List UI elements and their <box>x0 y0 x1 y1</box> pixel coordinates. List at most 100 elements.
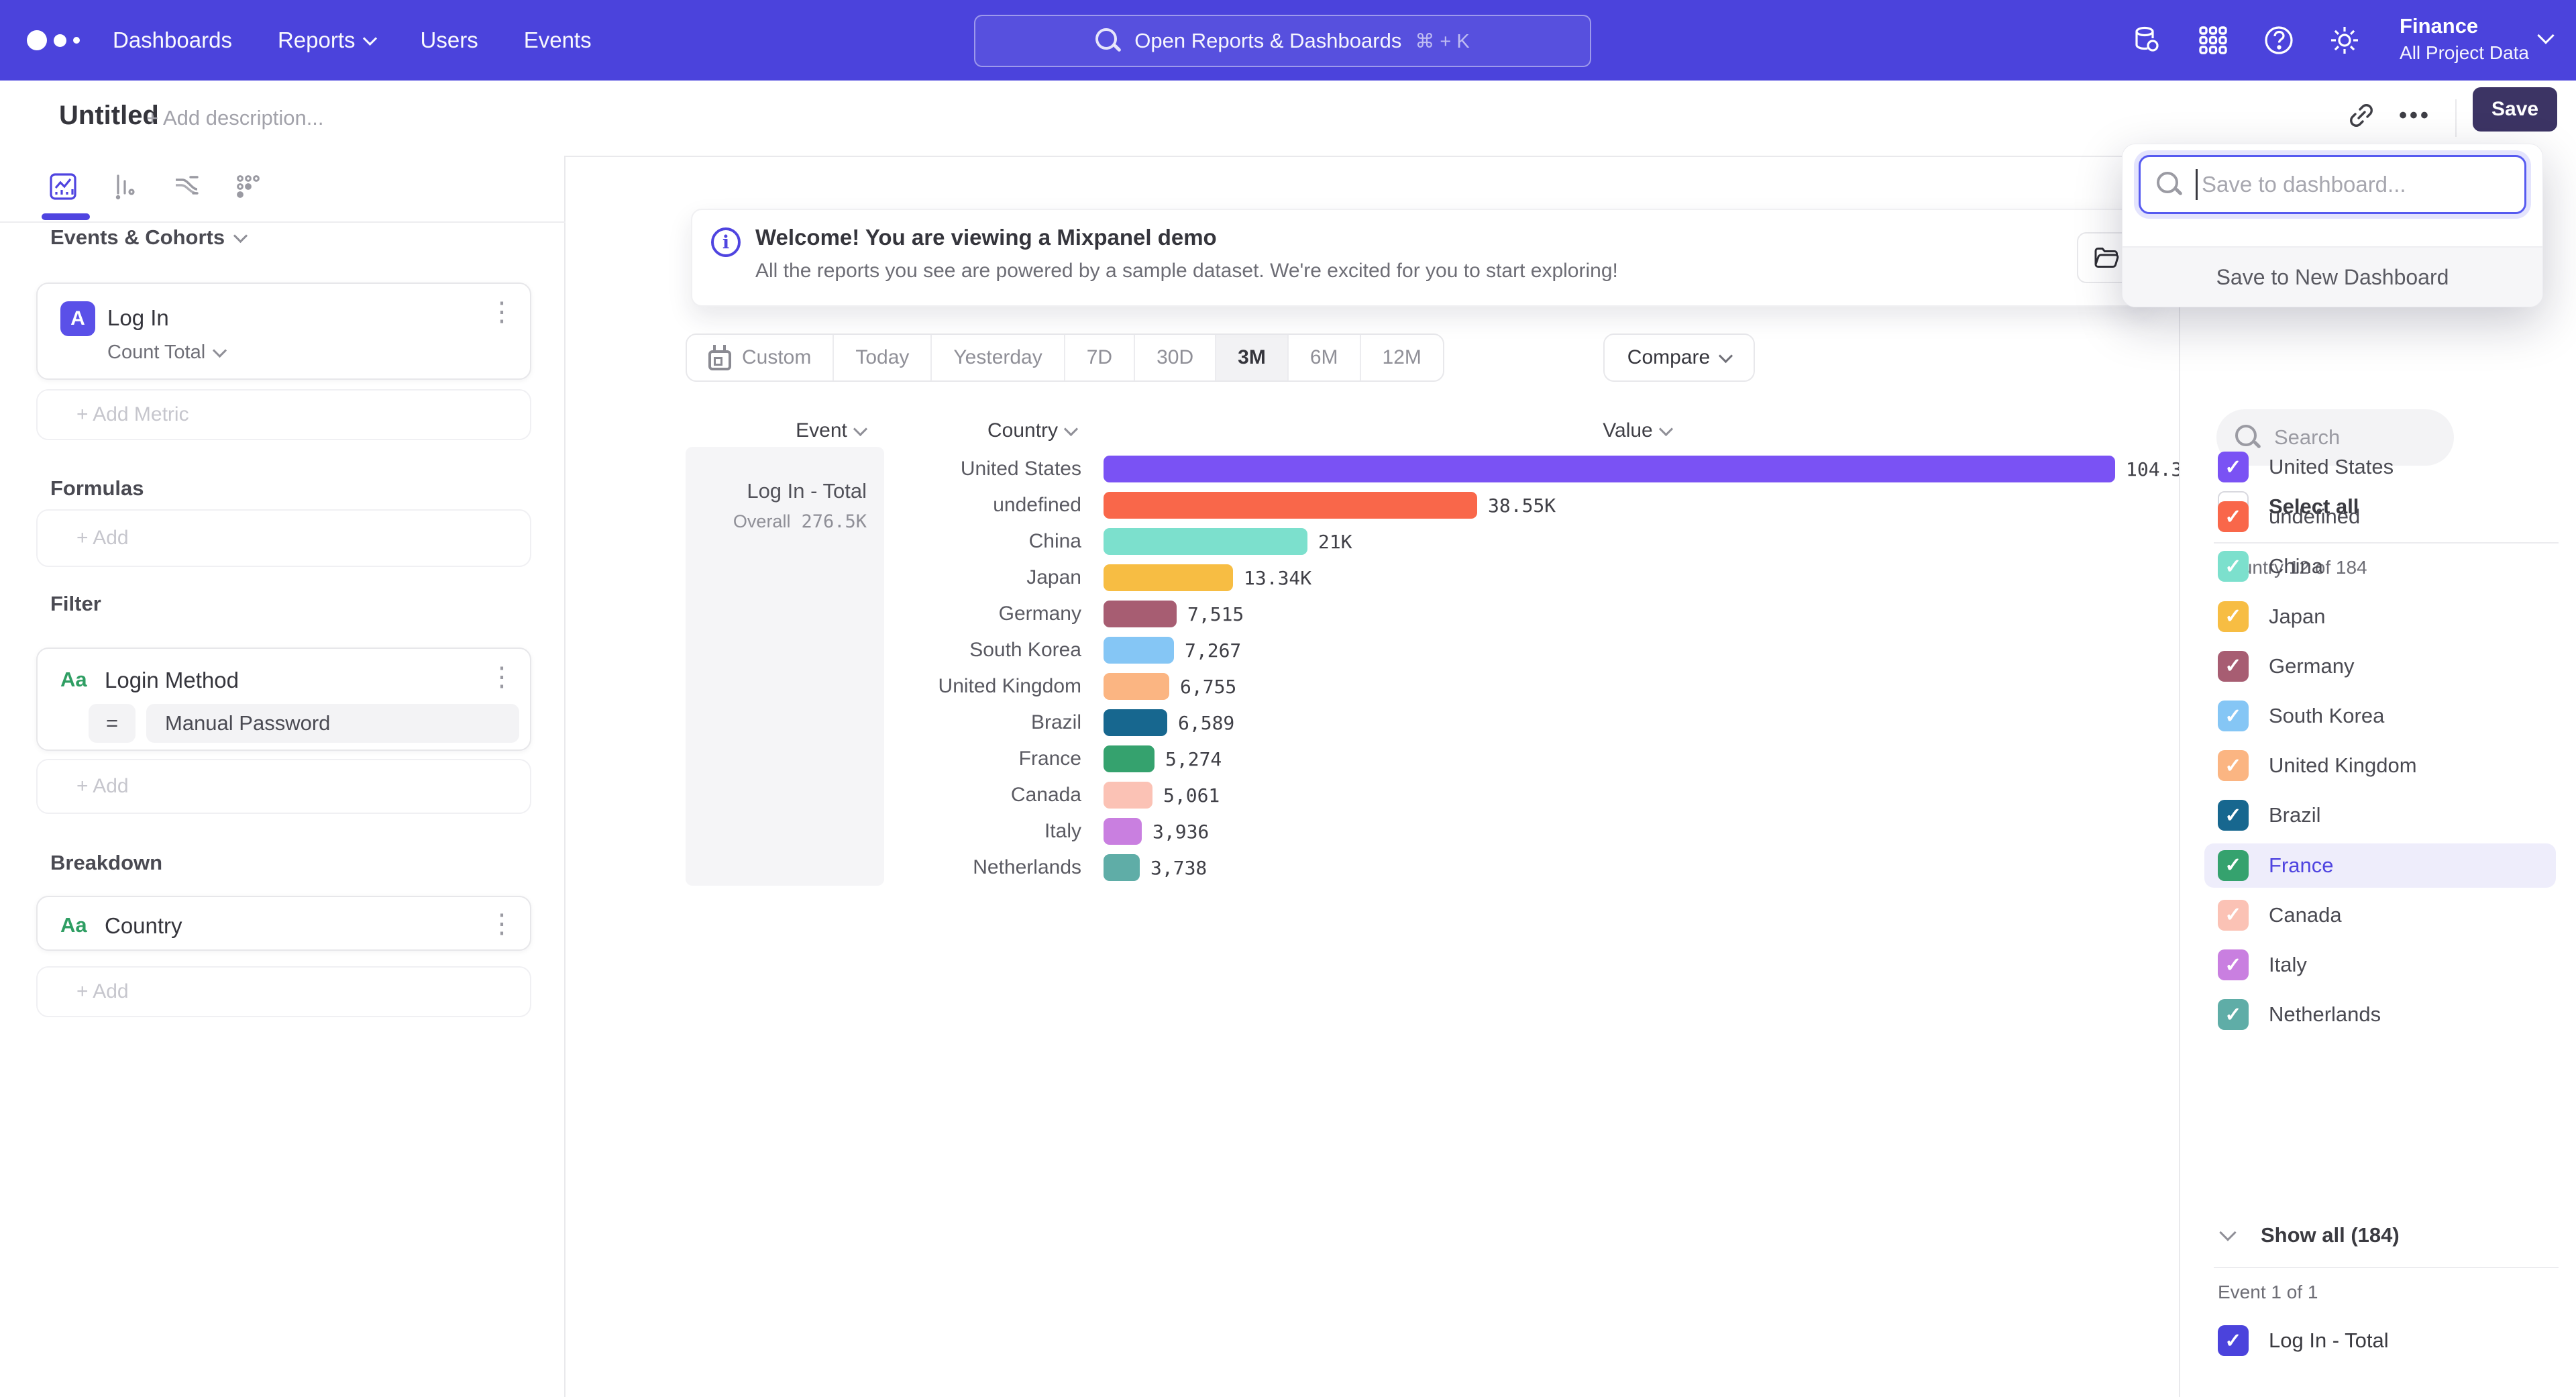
add-filter-button[interactable]: + Add <box>36 759 531 814</box>
bar[interactable] <box>1104 854 1140 881</box>
column-header-value[interactable]: Value <box>1556 417 1717 444</box>
metric-kebab-icon[interactable]: ⋮ <box>488 297 515 327</box>
bar[interactable] <box>1104 745 1155 772</box>
show-all-button[interactable]: Show all (184) <box>2219 1223 2400 1247</box>
save-to-new-dashboard-button[interactable]: Save to New Dashboard <box>2123 246 2542 307</box>
breakdown-card[interactable]: Aa Country ⋮ <box>36 896 531 951</box>
checkbox-south-korea[interactable]: ✓ <box>2218 701 2249 731</box>
legend-row-italy[interactable]: ✓ Italy <box>2204 943 2556 987</box>
range-7d[interactable]: 7D <box>1063 335 1134 380</box>
breakdown-kebab-icon[interactable]: ⋮ <box>488 909 515 939</box>
bar[interactable] <box>1104 673 1169 700</box>
bar[interactable] <box>1104 637 1174 664</box>
legend-row-brazil[interactable]: ✓ Brazil <box>2204 793 2556 837</box>
range-12m[interactable]: 12M <box>1359 335 1443 380</box>
bar-value: 6,755 <box>1180 675 1237 698</box>
bar-value: 3,936 <box>1152 820 1210 843</box>
help-icon[interactable] <box>2262 23 2296 57</box>
compare-button[interactable]: Compare <box>1603 333 1755 382</box>
bar[interactable] <box>1104 564 1233 591</box>
add-metric-button[interactable]: + Add Metric <box>36 389 531 440</box>
filter-kebab-icon[interactable]: ⋮ <box>488 662 515 692</box>
bar[interactable] <box>1104 709 1167 736</box>
column-header-event[interactable]: Event <box>750 417 911 444</box>
legend-row-germany[interactable]: ✓ Germany <box>2204 644 2556 688</box>
more-options-icon[interactable]: ••• <box>2399 102 2431 128</box>
checkbox-brazil[interactable]: ✓ <box>2218 800 2249 831</box>
range-6m[interactable]: 6M <box>1287 335 1360 380</box>
bar[interactable] <box>1104 818 1142 845</box>
checkbox-italy[interactable]: ✓ <box>2218 949 2249 980</box>
global-search[interactable]: Open Reports & Dashboards ⌘ + K <box>974 15 1591 67</box>
checkbox-united-states[interactable]: ✓ <box>2218 452 2249 482</box>
add-description[interactable]: + Add description... <box>146 106 324 130</box>
metric-event-name[interactable]: Log In <box>107 305 169 330</box>
mixpanel-logo[interactable] <box>27 30 101 50</box>
chart-row-south-korea: South Korea 7,267 <box>884 632 2179 668</box>
legend-row-united-states[interactable]: ✓ United States <box>2204 445 2556 489</box>
project-dataset: All Project Data <box>2400 42 2529 63</box>
legend-row-undefined[interactable]: ✓ undefined <box>2204 495 2556 539</box>
breakdown-property[interactable]: Country <box>105 913 182 938</box>
nav-item-users[interactable]: Users <box>420 28 478 52</box>
settings-gear-icon[interactable] <box>2328 23 2361 57</box>
filter-card[interactable]: Aa Login Method ⋮ = Manual Password <box>36 648 531 751</box>
checkbox-china[interactable]: ✓ <box>2218 551 2249 582</box>
filter-property[interactable]: Login Method <box>105 668 239 692</box>
checkbox-france[interactable]: ✓ <box>2218 849 2249 881</box>
legend-row-netherlands[interactable]: ✓ Netherlands <box>2204 992 2556 1037</box>
bar[interactable] <box>1104 528 1307 555</box>
column-header-country[interactable]: Country <box>951 417 1112 444</box>
range-today[interactable]: Today <box>833 335 930 380</box>
add-formula-button[interactable]: + Add <box>36 509 531 567</box>
checkbox-canada[interactable]: ✓ <box>2218 899 2249 931</box>
tab-insights-icon[interactable] <box>46 169 80 204</box>
chevron-down-icon <box>853 421 867 436</box>
save-to-dashboard-input[interactable]: Save to dashboard... <box>2139 155 2526 214</box>
bar[interactable] <box>1104 492 1477 519</box>
nav-item-dashboards[interactable]: Dashboards <box>113 28 232 52</box>
metric-aggregation[interactable]: Count Total <box>107 342 227 364</box>
legend-row-united-kingdom[interactable]: ✓ United Kingdom <box>2204 743 2556 788</box>
metric-card[interactable]: A Log In ⋮ Count Total <box>36 282 531 380</box>
checkbox-undefined[interactable]: ✓ <box>2218 501 2249 533</box>
legend-search-input[interactable]: Search <box>2216 409 2454 466</box>
event-checkbox[interactable]: ✓ <box>2218 1325 2249 1356</box>
save-button[interactable]: Save <box>2473 87 2558 132</box>
tab-retention-icon[interactable] <box>231 169 266 204</box>
legend-label: Germany <box>2269 654 2355 678</box>
checkbox-germany[interactable]: ✓ <box>2218 650 2249 682</box>
nav-item-reports[interactable]: Reports <box>278 28 377 53</box>
filter-operator[interactable]: = <box>89 704 136 743</box>
project-switcher[interactable]: Finance All Project Data <box>2400 12 2529 66</box>
legend-row-japan[interactable]: ✓ Japan <box>2204 594 2556 639</box>
add-breakdown-button[interactable]: + Add <box>36 966 531 1017</box>
checkbox-japan[interactable]: ✓ <box>2218 601 2249 632</box>
checkbox-united-kingdom[interactable]: ✓ <box>2218 750 2249 782</box>
copy-link-icon[interactable] <box>2343 97 2380 134</box>
filter-value[interactable]: Manual Password <box>146 704 519 743</box>
legend-row-south-korea[interactable]: ✓ South Korea <box>2204 694 2556 738</box>
checkbox-netherlands[interactable]: ✓ <box>2218 999 2249 1031</box>
bar[interactable] <box>1104 456 2115 482</box>
legend-row-china[interactable]: ✓ China <box>2204 544 2556 588</box>
bar[interactable] <box>1104 601 1177 627</box>
apps-grid-icon[interactable] <box>2196 23 2230 57</box>
range-yesterday[interactable]: Yesterday <box>930 335 1063 380</box>
chart-row-undefined: undefined 38.55K <box>884 487 2179 523</box>
report-title[interactable]: Untitled <box>59 101 159 130</box>
range-30d[interactable]: 30D <box>1134 335 1215 380</box>
events-cohorts-header[interactable]: Events & Cohorts <box>50 225 248 250</box>
data-management-icon[interactable] <box>2131 23 2164 57</box>
tab-flows-icon[interactable] <box>169 169 204 204</box>
legend-row-france[interactable]: ✓ France <box>2204 843 2556 888</box>
legend-divider <box>2214 542 2559 544</box>
range-3m[interactable]: 3M <box>1215 335 1287 380</box>
range-custom[interactable]: Custom <box>687 335 833 380</box>
nav-item-events[interactable]: Events <box>523 28 592 52</box>
bar[interactable] <box>1104 782 1152 809</box>
chart-row-brazil: Brazil 6,589 <box>884 705 2179 741</box>
legend-row-canada[interactable]: ✓ Canada <box>2204 893 2556 937</box>
tab-bar-chart-icon[interactable] <box>107 169 142 204</box>
legend-event-row[interactable]: ✓ Log In - Total <box>2204 1318 2556 1363</box>
